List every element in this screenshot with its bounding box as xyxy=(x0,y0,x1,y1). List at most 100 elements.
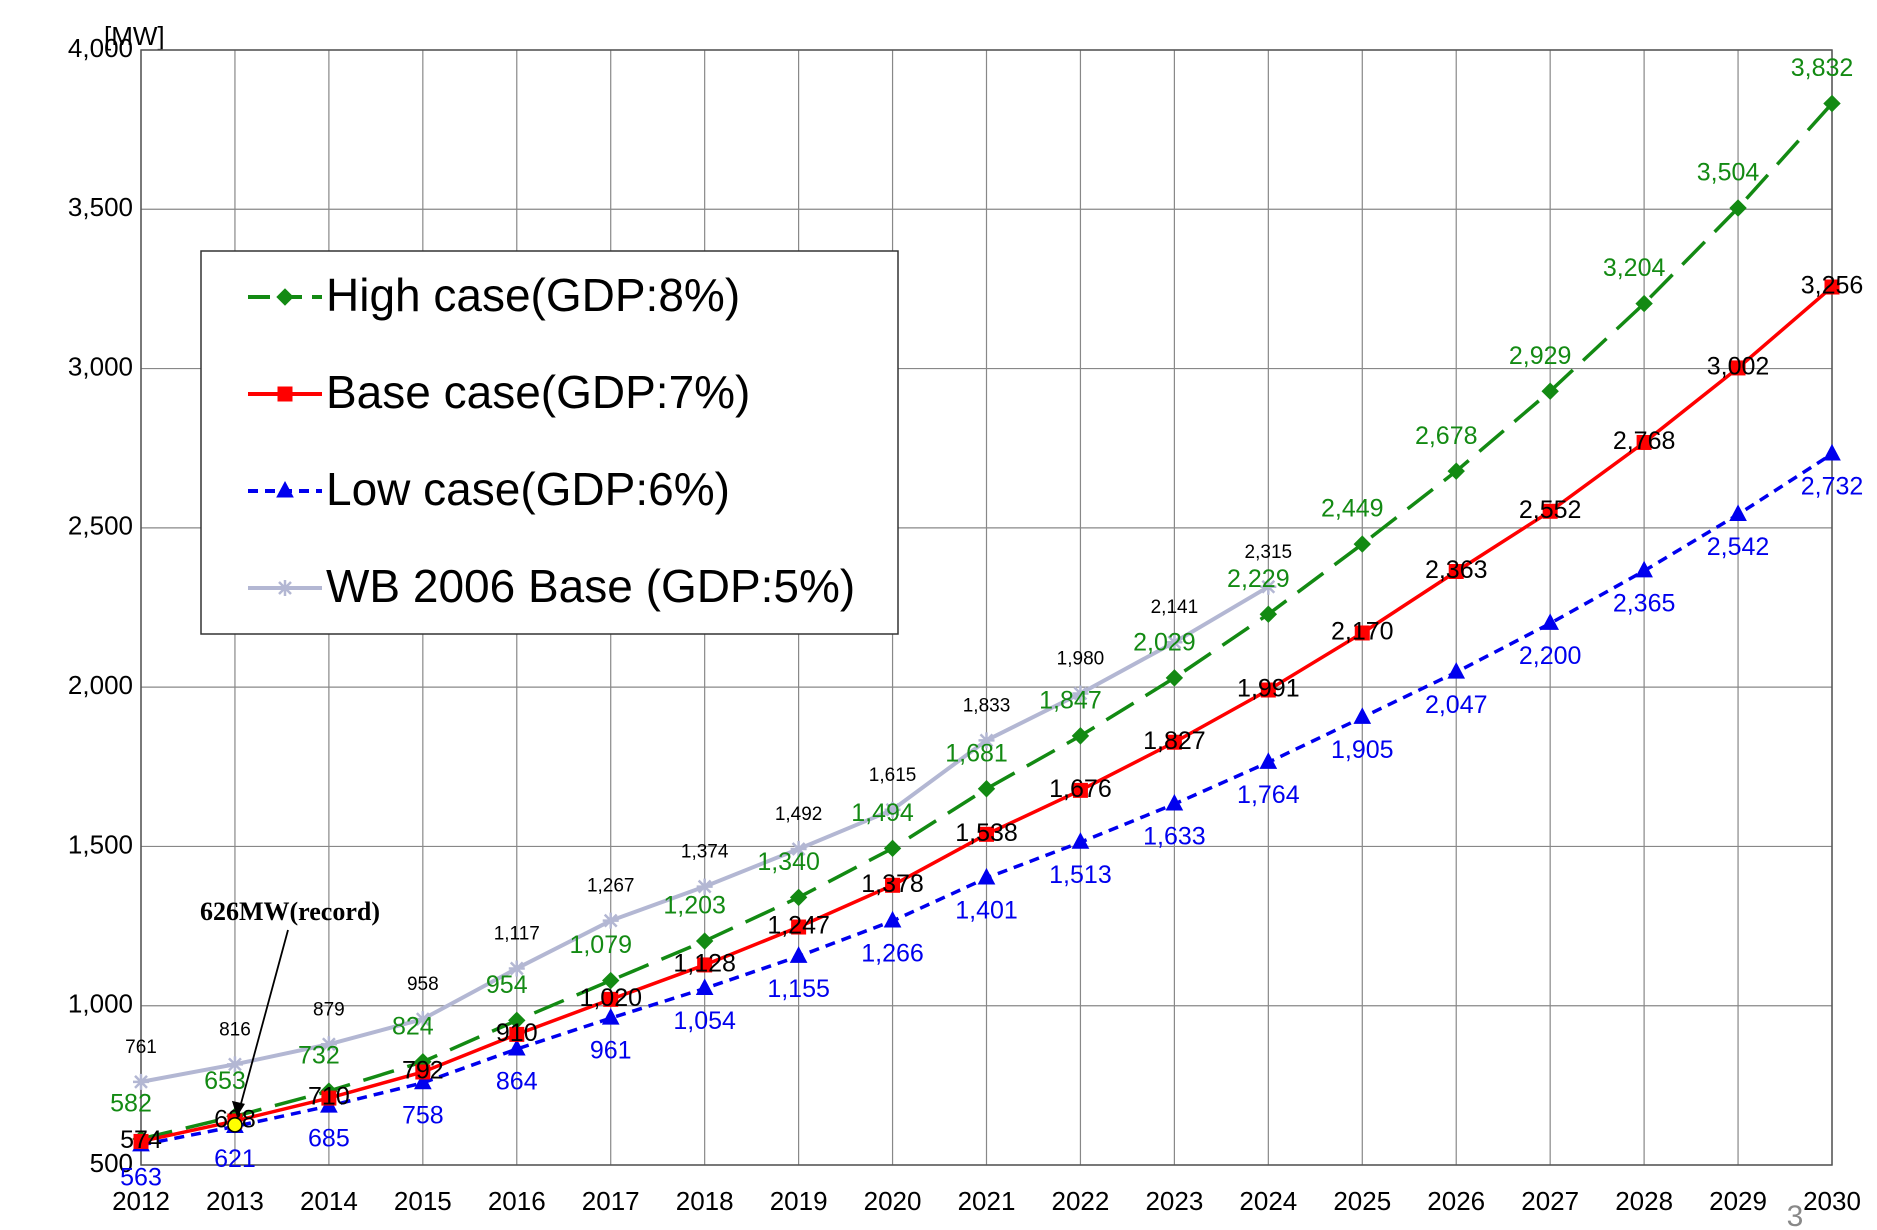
data-label: 1,340 xyxy=(757,848,820,876)
data-point xyxy=(1260,578,1277,595)
data-point xyxy=(695,932,714,950)
data-label: 1,991 xyxy=(1237,675,1300,703)
data-label: 1,833 xyxy=(963,695,1011,716)
y-tick-label: 1,000 xyxy=(68,989,133,1019)
data-label: 1,378 xyxy=(861,870,924,898)
data-point xyxy=(1260,682,1276,698)
data-point xyxy=(507,1038,526,1056)
data-label: 3,832 xyxy=(1791,54,1854,82)
data-point xyxy=(979,826,994,842)
data-point xyxy=(133,1133,149,1149)
page-number: 3 xyxy=(1787,1200,1804,1230)
data-label: 1,827 xyxy=(1143,727,1206,755)
data-point xyxy=(1353,535,1371,553)
y-tick-label: 4,000 xyxy=(68,33,133,63)
y-axis-label: [MW] xyxy=(104,21,165,51)
data-label: 563 xyxy=(120,1164,162,1192)
legend-label: High case(GDP:8%) xyxy=(326,269,740,321)
legend-label: Low case(GDP:6%) xyxy=(326,463,730,515)
data-point xyxy=(883,910,902,928)
x-tick-label: 2012 xyxy=(112,1186,170,1216)
data-point xyxy=(414,1011,431,1028)
annotation-arrow xyxy=(237,929,289,1116)
data-point xyxy=(1636,434,1652,450)
data-point xyxy=(977,867,996,885)
data-label: 3,204 xyxy=(1603,254,1666,282)
data-point xyxy=(1072,685,1089,702)
data-point xyxy=(1259,605,1278,623)
data-label: 758 xyxy=(402,1101,444,1129)
x-tick-label: 2023 xyxy=(1145,1186,1203,1216)
data-point xyxy=(1448,564,1464,580)
data-point xyxy=(1353,707,1372,724)
y-tick-label: 2,500 xyxy=(68,511,133,541)
data-point xyxy=(1541,613,1559,630)
data-label: 1,117 xyxy=(494,923,540,944)
data-label: 1,676 xyxy=(1049,775,1112,803)
data-label: 2,552 xyxy=(1519,496,1582,524)
data-point xyxy=(1354,625,1370,641)
data-point xyxy=(320,1036,337,1053)
legend-label: WB 2006 Base (GDP:5%) xyxy=(326,560,855,612)
data-label: 910 xyxy=(496,1019,538,1047)
plot-border xyxy=(140,49,1833,1166)
data-point xyxy=(885,877,901,893)
annotation-arrowhead xyxy=(231,1100,245,1117)
data-label: 824 xyxy=(392,1012,434,1040)
data-point xyxy=(1823,94,1841,113)
data-point xyxy=(1823,443,1841,461)
data-label: 621 xyxy=(214,1145,256,1173)
y-tick-label: 3,500 xyxy=(68,192,133,222)
data-label: 2,542 xyxy=(1707,533,1770,561)
data-point xyxy=(602,912,619,929)
data-label: 1,374 xyxy=(681,842,729,863)
data-point xyxy=(1729,199,1747,217)
data-point xyxy=(1730,360,1746,376)
data-point xyxy=(1635,294,1653,313)
data-point xyxy=(791,919,807,935)
x-tick-label: 2030 xyxy=(1803,1186,1861,1216)
data-point xyxy=(1072,782,1088,798)
data-point xyxy=(695,978,714,996)
data-label: 1,615 xyxy=(869,765,917,786)
data-label: 961 xyxy=(590,1037,632,1065)
data-label: 1,266 xyxy=(861,940,924,968)
data-label: 2,229 xyxy=(1227,565,1290,593)
data-point xyxy=(978,732,995,749)
data-label: 1,764 xyxy=(1237,781,1300,809)
data-label: 3,256 xyxy=(1801,272,1864,300)
x-tick-label: 2025 xyxy=(1333,1186,1391,1216)
x-tick-label: 2022 xyxy=(1052,1186,1110,1216)
x-tick-label: 2014 xyxy=(300,1186,358,1216)
y-tick-label: 500 xyxy=(90,1148,133,1178)
x-tick-label: 2015 xyxy=(394,1186,452,1216)
data-label: 2,768 xyxy=(1613,427,1676,455)
data-label: 816 xyxy=(219,1019,251,1040)
x-tick-label: 2028 xyxy=(1615,1186,1673,1216)
data-point xyxy=(1541,382,1559,400)
data-label: 1,681 xyxy=(945,739,1008,767)
data-label: 954 xyxy=(486,971,528,999)
data-label: 2,929 xyxy=(1509,342,1572,370)
data-label: 879 xyxy=(313,999,345,1020)
data-label: 2,029 xyxy=(1133,629,1196,657)
x-tick-label: 2013 xyxy=(206,1186,264,1216)
data-point xyxy=(1166,734,1182,750)
legend-label: Base case(GDP:7%) xyxy=(326,366,750,418)
data-point xyxy=(789,946,808,963)
data-label: 1,492 xyxy=(775,804,823,825)
legend-marker xyxy=(277,386,293,402)
x-tick-label: 2020 xyxy=(864,1186,922,1216)
data-label: 653 xyxy=(204,1067,246,1095)
y-tick-label: 3,000 xyxy=(68,351,133,381)
data-label: 1,203 xyxy=(663,892,726,920)
x-tick-label: 2027 xyxy=(1521,1186,1579,1216)
x-tick-label: 2017 xyxy=(582,1186,640,1216)
x-tick-label: 2024 xyxy=(1239,1186,1297,1216)
data-point xyxy=(1824,279,1840,295)
legend: High case(GDP:8%) Base case(GDP:7%) Low ca… xyxy=(200,250,899,635)
data-label: 574 xyxy=(120,1126,162,1154)
x-tick-label: 2018 xyxy=(676,1186,734,1216)
legend-marker xyxy=(277,580,293,596)
